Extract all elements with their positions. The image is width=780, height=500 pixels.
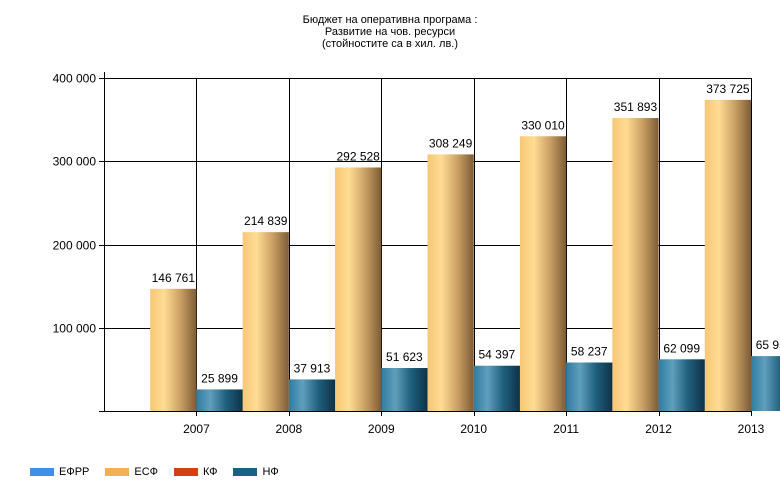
bar-nf: [658, 359, 705, 411]
y-tick-label: 400 000: [53, 72, 97, 86]
y-tick-label: 100 000: [53, 322, 97, 336]
bar-nf: [751, 356, 780, 411]
legend-label: НФ: [262, 466, 279, 478]
y-tick-label: 300 000: [53, 155, 97, 169]
bar-esf: [242, 232, 289, 411]
data-label: 54 397: [478, 348, 515, 362]
x-tick-label: 2011: [553, 422, 579, 436]
chart-title-line-3: (стойностите са в хил. лв.): [321, 38, 459, 50]
data-label: 146 761: [152, 271, 196, 285]
x-tick-label: 2009: [368, 422, 395, 436]
bar-nf: [288, 379, 336, 411]
y-tick-label: 200 000: [53, 239, 97, 253]
legend-item: ЕСФ: [105, 466, 158, 478]
bar-nf: [566, 362, 613, 411]
data-label: 373 725: [706, 82, 750, 96]
x-tick-label: 2008: [276, 422, 303, 436]
bar-nf: [381, 368, 428, 411]
bar-nf: [196, 389, 243, 411]
legend-label: ЕСФ: [134, 466, 159, 478]
data-label: 214 839: [244, 214, 288, 228]
legend-label: ЕФРР: [59, 466, 90, 478]
chart-title-line-1: Бюджет на оперативна програма :: [302, 14, 478, 26]
chart-title-line-2: Развитие на чов. ресурси: [324, 26, 456, 38]
data-label: 308 249: [429, 136, 473, 150]
data-label: 65 951: [756, 338, 780, 352]
bar-esf: [612, 118, 659, 412]
data-label: 25 899: [201, 371, 238, 385]
data-label: 351 893: [614, 100, 658, 114]
legend-item: НФ: [233, 466, 279, 478]
data-label: 330 010: [521, 118, 565, 132]
data-label: 37 913: [294, 361, 331, 375]
data-label: 58 237: [571, 345, 608, 359]
bar-esf: [335, 167, 382, 411]
legend-item: ЕФРР: [30, 466, 89, 478]
chart-title: Бюджет на оперативна програма : Развитие…: [0, 14, 780, 50]
legend-swatch: [30, 468, 54, 476]
data-label: 62 099: [663, 341, 700, 355]
data-label: 292 528: [336, 149, 380, 163]
x-tick-label: 2013: [738, 422, 765, 436]
legend-swatch: [105, 468, 130, 476]
x-tick-label: 2007: [183, 422, 210, 436]
bar-esf: [704, 99, 751, 412]
x-tick-label: 2012: [645, 422, 672, 436]
chart-legend: ЕФРР ЕСФ КФ НФ: [30, 464, 295, 480]
bar-esf: [150, 288, 197, 411]
x-tick-label: 2010: [460, 422, 487, 436]
bar-esf: [427, 154, 474, 412]
bar-esf: [519, 136, 567, 412]
legend-swatch: [174, 468, 199, 476]
legend-swatch: [233, 468, 258, 476]
legend-item: КФ: [174, 466, 217, 478]
data-label: 51 623: [386, 350, 423, 364]
legend-label: КФ: [203, 466, 218, 478]
bar-nf: [473, 365, 520, 411]
